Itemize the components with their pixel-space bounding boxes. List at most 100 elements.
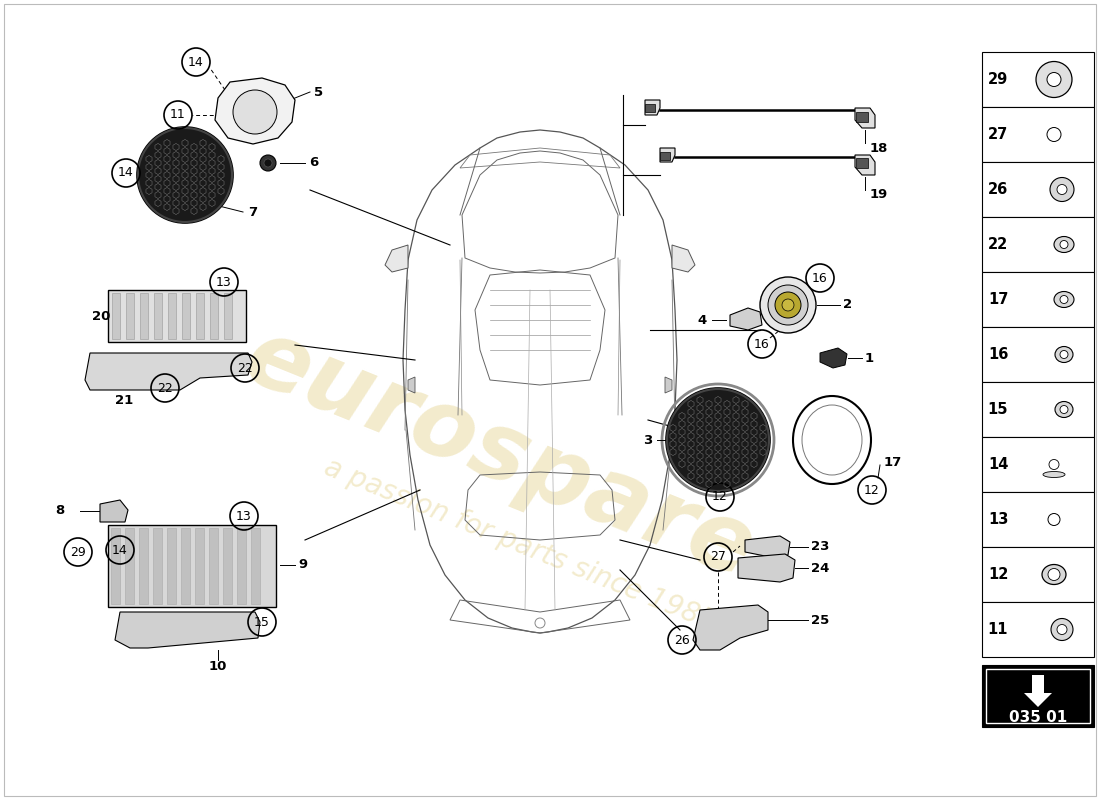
Text: 16: 16 (812, 271, 828, 285)
Circle shape (1048, 514, 1060, 526)
Bar (154, 293, 162, 339)
Ellipse shape (1043, 471, 1065, 478)
Bar (182, 293, 190, 339)
Text: 26: 26 (988, 182, 1008, 197)
Text: 11: 11 (170, 109, 186, 122)
Bar (982, 107, 1094, 162)
Text: 13: 13 (216, 275, 232, 289)
Text: 19: 19 (870, 189, 889, 202)
Text: 16: 16 (988, 347, 1009, 362)
Text: 1: 1 (865, 351, 874, 365)
Circle shape (1057, 625, 1067, 634)
Bar (982, 382, 1094, 437)
Text: 29: 29 (988, 72, 1008, 87)
Text: 25: 25 (811, 614, 829, 626)
Circle shape (1060, 406, 1068, 414)
Polygon shape (855, 108, 875, 128)
Polygon shape (100, 500, 128, 522)
Bar (1032, 675, 1044, 693)
Circle shape (1036, 62, 1072, 98)
Bar (982, 437, 1094, 492)
Bar (251, 528, 260, 604)
Text: 26: 26 (674, 634, 690, 646)
Polygon shape (85, 353, 252, 390)
Bar (196, 293, 204, 339)
Ellipse shape (1055, 346, 1072, 362)
Polygon shape (738, 554, 795, 582)
Polygon shape (660, 148, 675, 162)
Bar (210, 293, 218, 339)
Text: 15: 15 (988, 402, 1009, 417)
Text: 035 01: 035 01 (1009, 710, 1067, 725)
Text: 24: 24 (811, 562, 829, 574)
Bar (986, 669, 1090, 723)
Text: 21: 21 (116, 394, 133, 406)
Bar (856, 112, 868, 122)
Text: 22: 22 (988, 237, 1008, 252)
Circle shape (1057, 185, 1067, 194)
Ellipse shape (1054, 291, 1074, 307)
Circle shape (1060, 295, 1068, 303)
Bar (182, 528, 190, 604)
Ellipse shape (1054, 237, 1074, 253)
Circle shape (776, 292, 801, 318)
Text: 10: 10 (209, 659, 228, 673)
Polygon shape (730, 308, 762, 330)
Polygon shape (408, 377, 415, 393)
Circle shape (1050, 178, 1074, 202)
Text: 27: 27 (711, 550, 726, 563)
Text: 11: 11 (988, 622, 1009, 637)
Polygon shape (666, 377, 672, 393)
Bar (140, 293, 148, 339)
Polygon shape (672, 245, 695, 272)
Bar (108, 290, 246, 342)
Text: 5: 5 (314, 86, 323, 98)
Bar (168, 293, 176, 339)
Ellipse shape (1042, 565, 1066, 585)
Bar (195, 528, 204, 604)
Text: 20: 20 (92, 310, 110, 322)
Text: 6: 6 (309, 157, 318, 170)
Polygon shape (1024, 693, 1052, 707)
Circle shape (233, 90, 277, 134)
Circle shape (1047, 73, 1062, 86)
Text: 2: 2 (843, 298, 852, 311)
Text: 12: 12 (712, 490, 728, 503)
Bar (224, 293, 232, 339)
Bar (982, 492, 1094, 547)
Circle shape (1060, 350, 1068, 358)
Circle shape (1050, 618, 1072, 641)
Polygon shape (855, 155, 875, 175)
Circle shape (1049, 459, 1059, 470)
Bar (982, 547, 1094, 602)
Circle shape (1060, 241, 1068, 249)
Bar (645, 104, 654, 112)
Ellipse shape (1055, 402, 1072, 418)
Bar (223, 528, 232, 604)
Text: 9: 9 (298, 558, 307, 571)
Text: 4: 4 (697, 314, 707, 326)
Circle shape (760, 277, 816, 333)
Polygon shape (745, 536, 790, 558)
Bar (126, 293, 134, 339)
Text: 17: 17 (988, 292, 1009, 307)
Bar (139, 528, 148, 604)
Text: 12: 12 (988, 567, 1009, 582)
Polygon shape (645, 100, 660, 115)
Bar (112, 293, 120, 339)
Bar (982, 162, 1094, 217)
Text: 29: 29 (70, 546, 86, 558)
Text: 13: 13 (988, 512, 1009, 527)
Text: 13: 13 (236, 510, 252, 522)
Text: 12: 12 (865, 483, 880, 497)
Bar (125, 528, 134, 604)
Text: 22: 22 (238, 362, 253, 374)
Bar (982, 327, 1094, 382)
Bar (153, 528, 162, 604)
Polygon shape (385, 245, 408, 272)
Bar (209, 528, 218, 604)
Text: 16: 16 (755, 338, 770, 350)
Text: 17: 17 (884, 455, 902, 469)
Bar (856, 158, 868, 168)
Bar (660, 152, 670, 160)
